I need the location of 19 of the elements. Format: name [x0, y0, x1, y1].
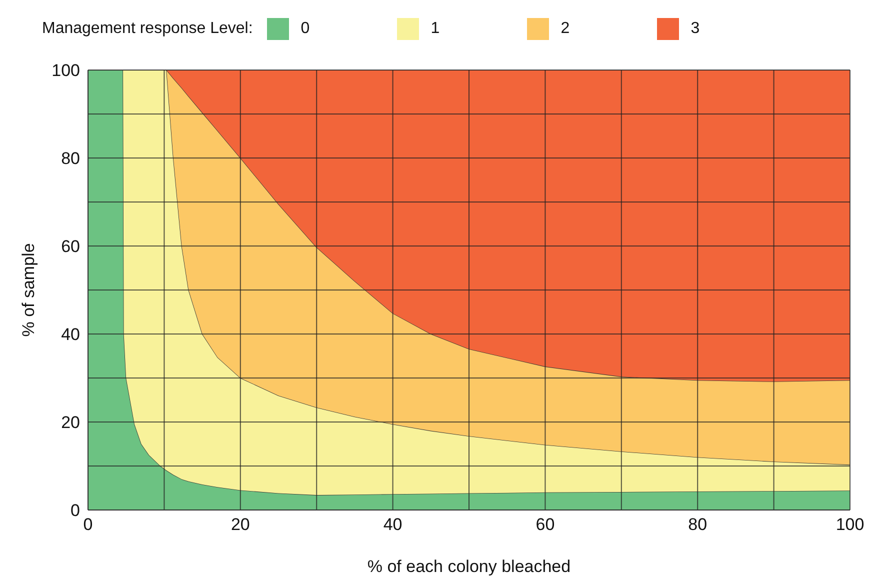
x-tick-label: 60	[536, 515, 555, 534]
legend-label: 1	[430, 20, 440, 38]
y-tick-label: 60	[61, 237, 80, 256]
x-tick-label: 40	[383, 515, 402, 534]
x-tick-label: 0	[83, 515, 93, 534]
x-tick-label: 80	[688, 515, 708, 534]
y-axis-title: % of sample	[19, 243, 38, 337]
legend-label: 0	[300, 20, 310, 38]
y-tick-label: 0	[70, 501, 80, 520]
x-axis-title: % of each colony bleached	[367, 557, 571, 576]
y-tick-label: 20	[61, 413, 80, 432]
legend-label: 2	[560, 20, 570, 38]
legend-label: 3	[690, 20, 700, 38]
x-tick-label: 20	[230, 515, 250, 534]
x-tick-label: 100	[836, 515, 864, 534]
y-tick-label: 80	[61, 149, 80, 168]
y-tick-label: 40	[61, 325, 80, 344]
y-tick-label: 100	[52, 61, 80, 80]
legend-title: Management response Level:	[42, 20, 253, 38]
